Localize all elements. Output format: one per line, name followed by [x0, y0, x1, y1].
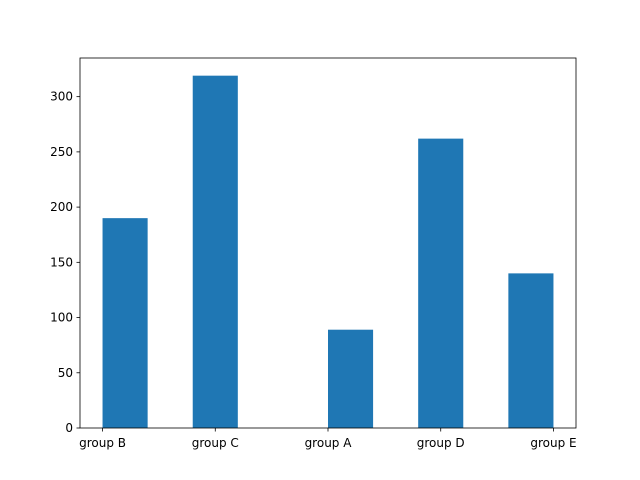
y-tick-label: 100 [50, 311, 73, 325]
x-tick-label: group D [417, 436, 465, 450]
x-tick-label: group B [79, 436, 126, 450]
y-tick-label: 250 [50, 145, 73, 159]
bar-group-A [328, 329, 374, 428]
bar-group-D [418, 138, 464, 428]
bar-group-E [508, 273, 554, 428]
bar-group-B [102, 218, 148, 428]
x-tick-label: group A [305, 436, 353, 450]
x-axis-ticks: group B group C group A group D group E [79, 428, 577, 450]
x-tick-label: group C [192, 436, 239, 450]
bar-group-C [192, 75, 238, 429]
y-tick-label: 300 [50, 90, 73, 104]
x-tick-label: group E [530, 436, 576, 450]
y-tick-label: 200 [50, 200, 73, 214]
y-tick-label: 50 [58, 366, 73, 380]
y-axis-ticks: 0 50 100 150 200 250 300 [50, 90, 80, 435]
plot-frame [79, 57, 577, 429]
bars-group [102, 75, 554, 429]
y-tick-label: 0 [65, 421, 73, 435]
y-tick-label: 150 [50, 255, 73, 269]
